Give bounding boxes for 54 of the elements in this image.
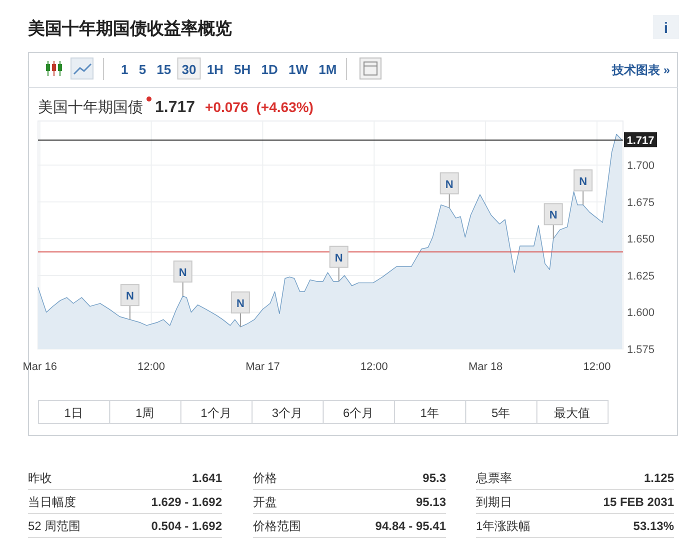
y-tick-label: 1.600 [627,307,655,320]
x-tick-label: 12:00 [138,361,166,373]
text: 价格范围 [252,519,301,533]
annotation: N [126,290,134,303]
text: 到期日 [476,495,512,509]
x-tick-label: Mar 18 [468,361,503,373]
y-tick-label: 1.675 [627,196,655,209]
text: 52 周范围 [28,519,81,533]
ref-line-label: 1.717 [626,135,654,148]
text: 53.13% [633,519,674,533]
text: +0.076 [205,99,248,115]
text: 0.504 - 1.692 [151,519,222,533]
x-tick-label: 12:00 [360,361,388,373]
text: 1.717 [155,99,196,116]
text: 最大值 [554,406,590,420]
y-tick-label: 1.575 [627,344,655,356]
text: 15 FEB 2031 [603,495,674,509]
text: 1.125 [644,471,674,485]
text: 1日 [64,406,83,420]
text: 1个月 [200,406,232,420]
text: 1周 [135,406,154,420]
text: 当日幅度 [28,495,76,509]
annotation: N [445,178,454,191]
text: 95.13 [416,495,446,509]
x-tick-label: Mar 17 [246,361,280,373]
annotation: N [579,176,588,188]
text: 1 5 15 30 1H 5H 1D 1W 1M [121,62,337,77]
annotation: N [178,267,187,280]
text: 开盘 [253,495,277,509]
text: 价格 [252,471,277,485]
text: 3个月 [272,406,303,420]
annotation: N [549,210,558,222]
annotation: N [236,298,244,310]
annotation: N [334,252,343,264]
y-tick-label: 1.625 [627,270,655,282]
chart-title: 美国十年期国债收益率概览 [27,19,232,38]
text: 95.3 [422,471,446,485]
text: 息票率 [475,471,512,485]
y-tick-label: 1.700 [627,160,655,172]
text: 6个月 [343,406,374,420]
x-tick-label: Mar 16 [22,361,57,373]
text: 1年 [420,406,439,420]
text: 1.629 - 1.692 [151,495,222,509]
text: 94.84 - 95.41 [375,519,446,533]
text: 1年涨跌幅 [476,519,531,533]
text: 技术图表 » [610,63,670,77]
text: 1.641 [192,471,222,485]
x-tick-label: 12:00 [583,361,611,373]
text: i [664,20,668,37]
text: 昨收 [28,471,52,485]
text: (+4.63%) [256,99,314,115]
y-tick-label: 1.650 [627,234,655,246]
text: 5年 [491,406,510,420]
chart-subtitle: 美国十年期国债 [38,99,143,116]
